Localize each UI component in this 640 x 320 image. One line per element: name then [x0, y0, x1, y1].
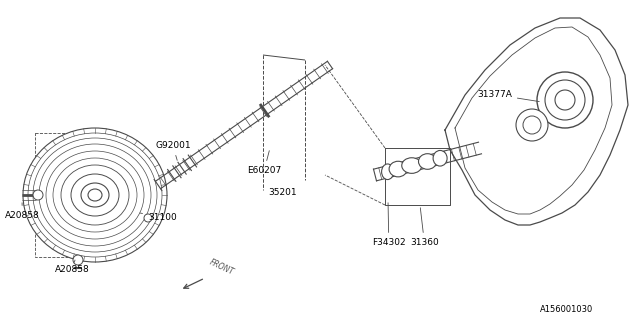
Text: FRONT: FRONT [208, 258, 236, 277]
Ellipse shape [88, 189, 102, 201]
Ellipse shape [28, 133, 162, 257]
Ellipse shape [81, 183, 109, 207]
Circle shape [516, 109, 548, 141]
Text: E60207: E60207 [247, 151, 281, 175]
Text: A20858: A20858 [5, 203, 40, 220]
Circle shape [555, 90, 575, 110]
Ellipse shape [39, 144, 151, 246]
Ellipse shape [402, 158, 422, 173]
Text: A156001030: A156001030 [540, 305, 593, 314]
Ellipse shape [433, 150, 447, 166]
Circle shape [33, 190, 43, 200]
Ellipse shape [23, 128, 167, 262]
Text: G92001: G92001 [155, 141, 191, 160]
Text: F34302: F34302 [372, 203, 406, 247]
Circle shape [73, 255, 83, 265]
Ellipse shape [381, 164, 394, 180]
Circle shape [537, 72, 593, 128]
Ellipse shape [71, 174, 119, 216]
Text: 31360: 31360 [410, 208, 439, 247]
Ellipse shape [389, 161, 407, 177]
Ellipse shape [46, 151, 144, 239]
Ellipse shape [33, 138, 157, 252]
Text: A20858: A20858 [55, 260, 90, 274]
Ellipse shape [419, 154, 436, 169]
Circle shape [144, 214, 152, 222]
Circle shape [545, 80, 585, 120]
Ellipse shape [53, 158, 137, 232]
Circle shape [523, 116, 541, 134]
Text: 31100: 31100 [140, 213, 177, 222]
Text: 31377A: 31377A [477, 90, 540, 101]
Ellipse shape [61, 165, 129, 225]
Text: 35201: 35201 [268, 188, 296, 197]
